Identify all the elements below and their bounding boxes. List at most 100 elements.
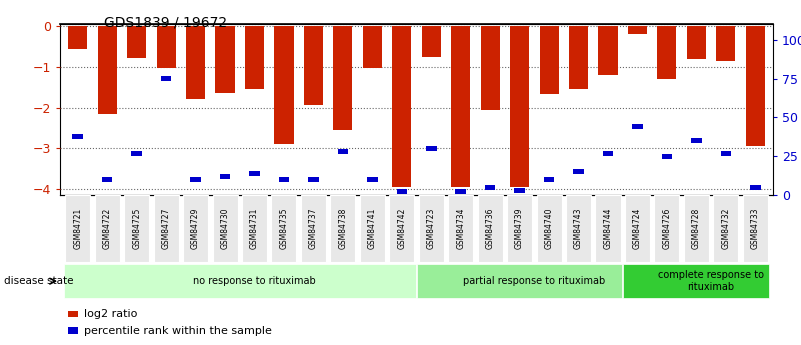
Bar — [363, 26, 382, 68]
Text: GSM84727: GSM84727 — [162, 208, 171, 249]
FancyBboxPatch shape — [625, 195, 650, 262]
Text: GSM84734: GSM84734 — [457, 208, 465, 249]
FancyBboxPatch shape — [360, 195, 384, 262]
Bar — [514, 188, 525, 193]
Text: GSM84735: GSM84735 — [280, 208, 288, 249]
Bar — [396, 189, 407, 194]
Bar — [628, 26, 647, 34]
Text: GSM84729: GSM84729 — [191, 208, 200, 249]
FancyBboxPatch shape — [654, 195, 679, 262]
FancyBboxPatch shape — [212, 195, 238, 262]
Bar — [544, 177, 554, 182]
Bar — [421, 26, 441, 58]
Bar — [279, 177, 289, 182]
FancyBboxPatch shape — [183, 195, 208, 262]
Bar — [598, 26, 618, 75]
Bar — [102, 177, 112, 182]
Bar — [716, 26, 735, 61]
Text: GSM84736: GSM84736 — [485, 208, 495, 249]
Bar — [191, 177, 201, 182]
Bar — [481, 26, 500, 109]
Text: GSM84743: GSM84743 — [574, 208, 583, 249]
Text: GSM84740: GSM84740 — [545, 208, 553, 249]
FancyBboxPatch shape — [389, 195, 414, 262]
Bar — [632, 124, 642, 129]
Text: no response to rituximab: no response to rituximab — [193, 276, 316, 286]
Text: log2 ratio: log2 ratio — [84, 309, 138, 319]
Bar — [127, 26, 147, 58]
Bar — [72, 134, 83, 138]
Text: GSM84742: GSM84742 — [397, 208, 406, 249]
Text: GSM84722: GSM84722 — [103, 208, 111, 249]
Bar — [574, 169, 584, 174]
Bar — [510, 26, 529, 187]
FancyBboxPatch shape — [124, 195, 149, 262]
Bar — [68, 26, 87, 49]
FancyBboxPatch shape — [449, 195, 473, 262]
Text: partial response to rituximab: partial response to rituximab — [463, 276, 606, 286]
FancyBboxPatch shape — [537, 195, 562, 262]
Bar — [249, 171, 260, 176]
FancyBboxPatch shape — [595, 195, 621, 262]
FancyBboxPatch shape — [714, 195, 739, 262]
Text: GSM84737: GSM84737 — [309, 208, 318, 249]
Bar — [426, 146, 437, 151]
Bar — [569, 26, 588, 89]
FancyBboxPatch shape — [272, 195, 296, 262]
FancyBboxPatch shape — [63, 264, 416, 298]
Bar — [308, 177, 319, 182]
Bar — [275, 26, 293, 144]
Bar — [337, 149, 348, 154]
Bar — [662, 154, 672, 159]
Text: disease state: disease state — [4, 276, 74, 286]
Text: GSM84730: GSM84730 — [220, 208, 230, 249]
Text: GSM84738: GSM84738 — [338, 208, 348, 249]
Text: GSM84728: GSM84728 — [692, 208, 701, 249]
FancyBboxPatch shape — [330, 195, 356, 262]
Bar — [131, 151, 142, 156]
Bar — [186, 26, 205, 99]
FancyBboxPatch shape — [65, 195, 91, 262]
FancyBboxPatch shape — [242, 195, 267, 262]
Bar — [456, 189, 466, 194]
Bar — [392, 26, 412, 187]
FancyBboxPatch shape — [507, 195, 532, 262]
FancyBboxPatch shape — [95, 195, 119, 262]
Bar — [485, 185, 496, 190]
Text: GSM84744: GSM84744 — [603, 208, 613, 249]
Bar — [161, 76, 171, 81]
Text: complete response to
rituximab: complete response to rituximab — [658, 270, 764, 292]
FancyBboxPatch shape — [417, 264, 622, 298]
Text: GSM84739: GSM84739 — [515, 208, 524, 249]
FancyBboxPatch shape — [684, 195, 709, 262]
Bar — [215, 26, 235, 93]
FancyBboxPatch shape — [477, 195, 503, 262]
FancyBboxPatch shape — [419, 195, 444, 262]
Bar — [691, 138, 702, 143]
Text: GSM84724: GSM84724 — [633, 208, 642, 249]
Bar — [658, 26, 677, 79]
Bar — [746, 26, 765, 146]
Bar — [721, 151, 731, 156]
Bar — [333, 26, 352, 130]
Bar — [540, 26, 558, 95]
FancyBboxPatch shape — [743, 195, 768, 262]
Bar — [245, 26, 264, 89]
Text: GSM84721: GSM84721 — [73, 208, 83, 249]
Bar — [98, 26, 117, 114]
Text: GSM84725: GSM84725 — [132, 208, 141, 249]
Bar — [304, 26, 323, 106]
Bar — [602, 151, 614, 156]
FancyBboxPatch shape — [623, 264, 770, 298]
FancyBboxPatch shape — [301, 195, 326, 262]
FancyBboxPatch shape — [566, 195, 591, 262]
Bar — [686, 26, 706, 59]
Bar — [156, 26, 175, 68]
Text: GSM84731: GSM84731 — [250, 208, 259, 249]
Text: GSM84723: GSM84723 — [427, 208, 436, 249]
Text: GSM84733: GSM84733 — [751, 208, 760, 249]
FancyBboxPatch shape — [154, 195, 179, 262]
Bar — [367, 177, 377, 182]
Bar — [750, 185, 761, 190]
Bar — [219, 174, 231, 179]
